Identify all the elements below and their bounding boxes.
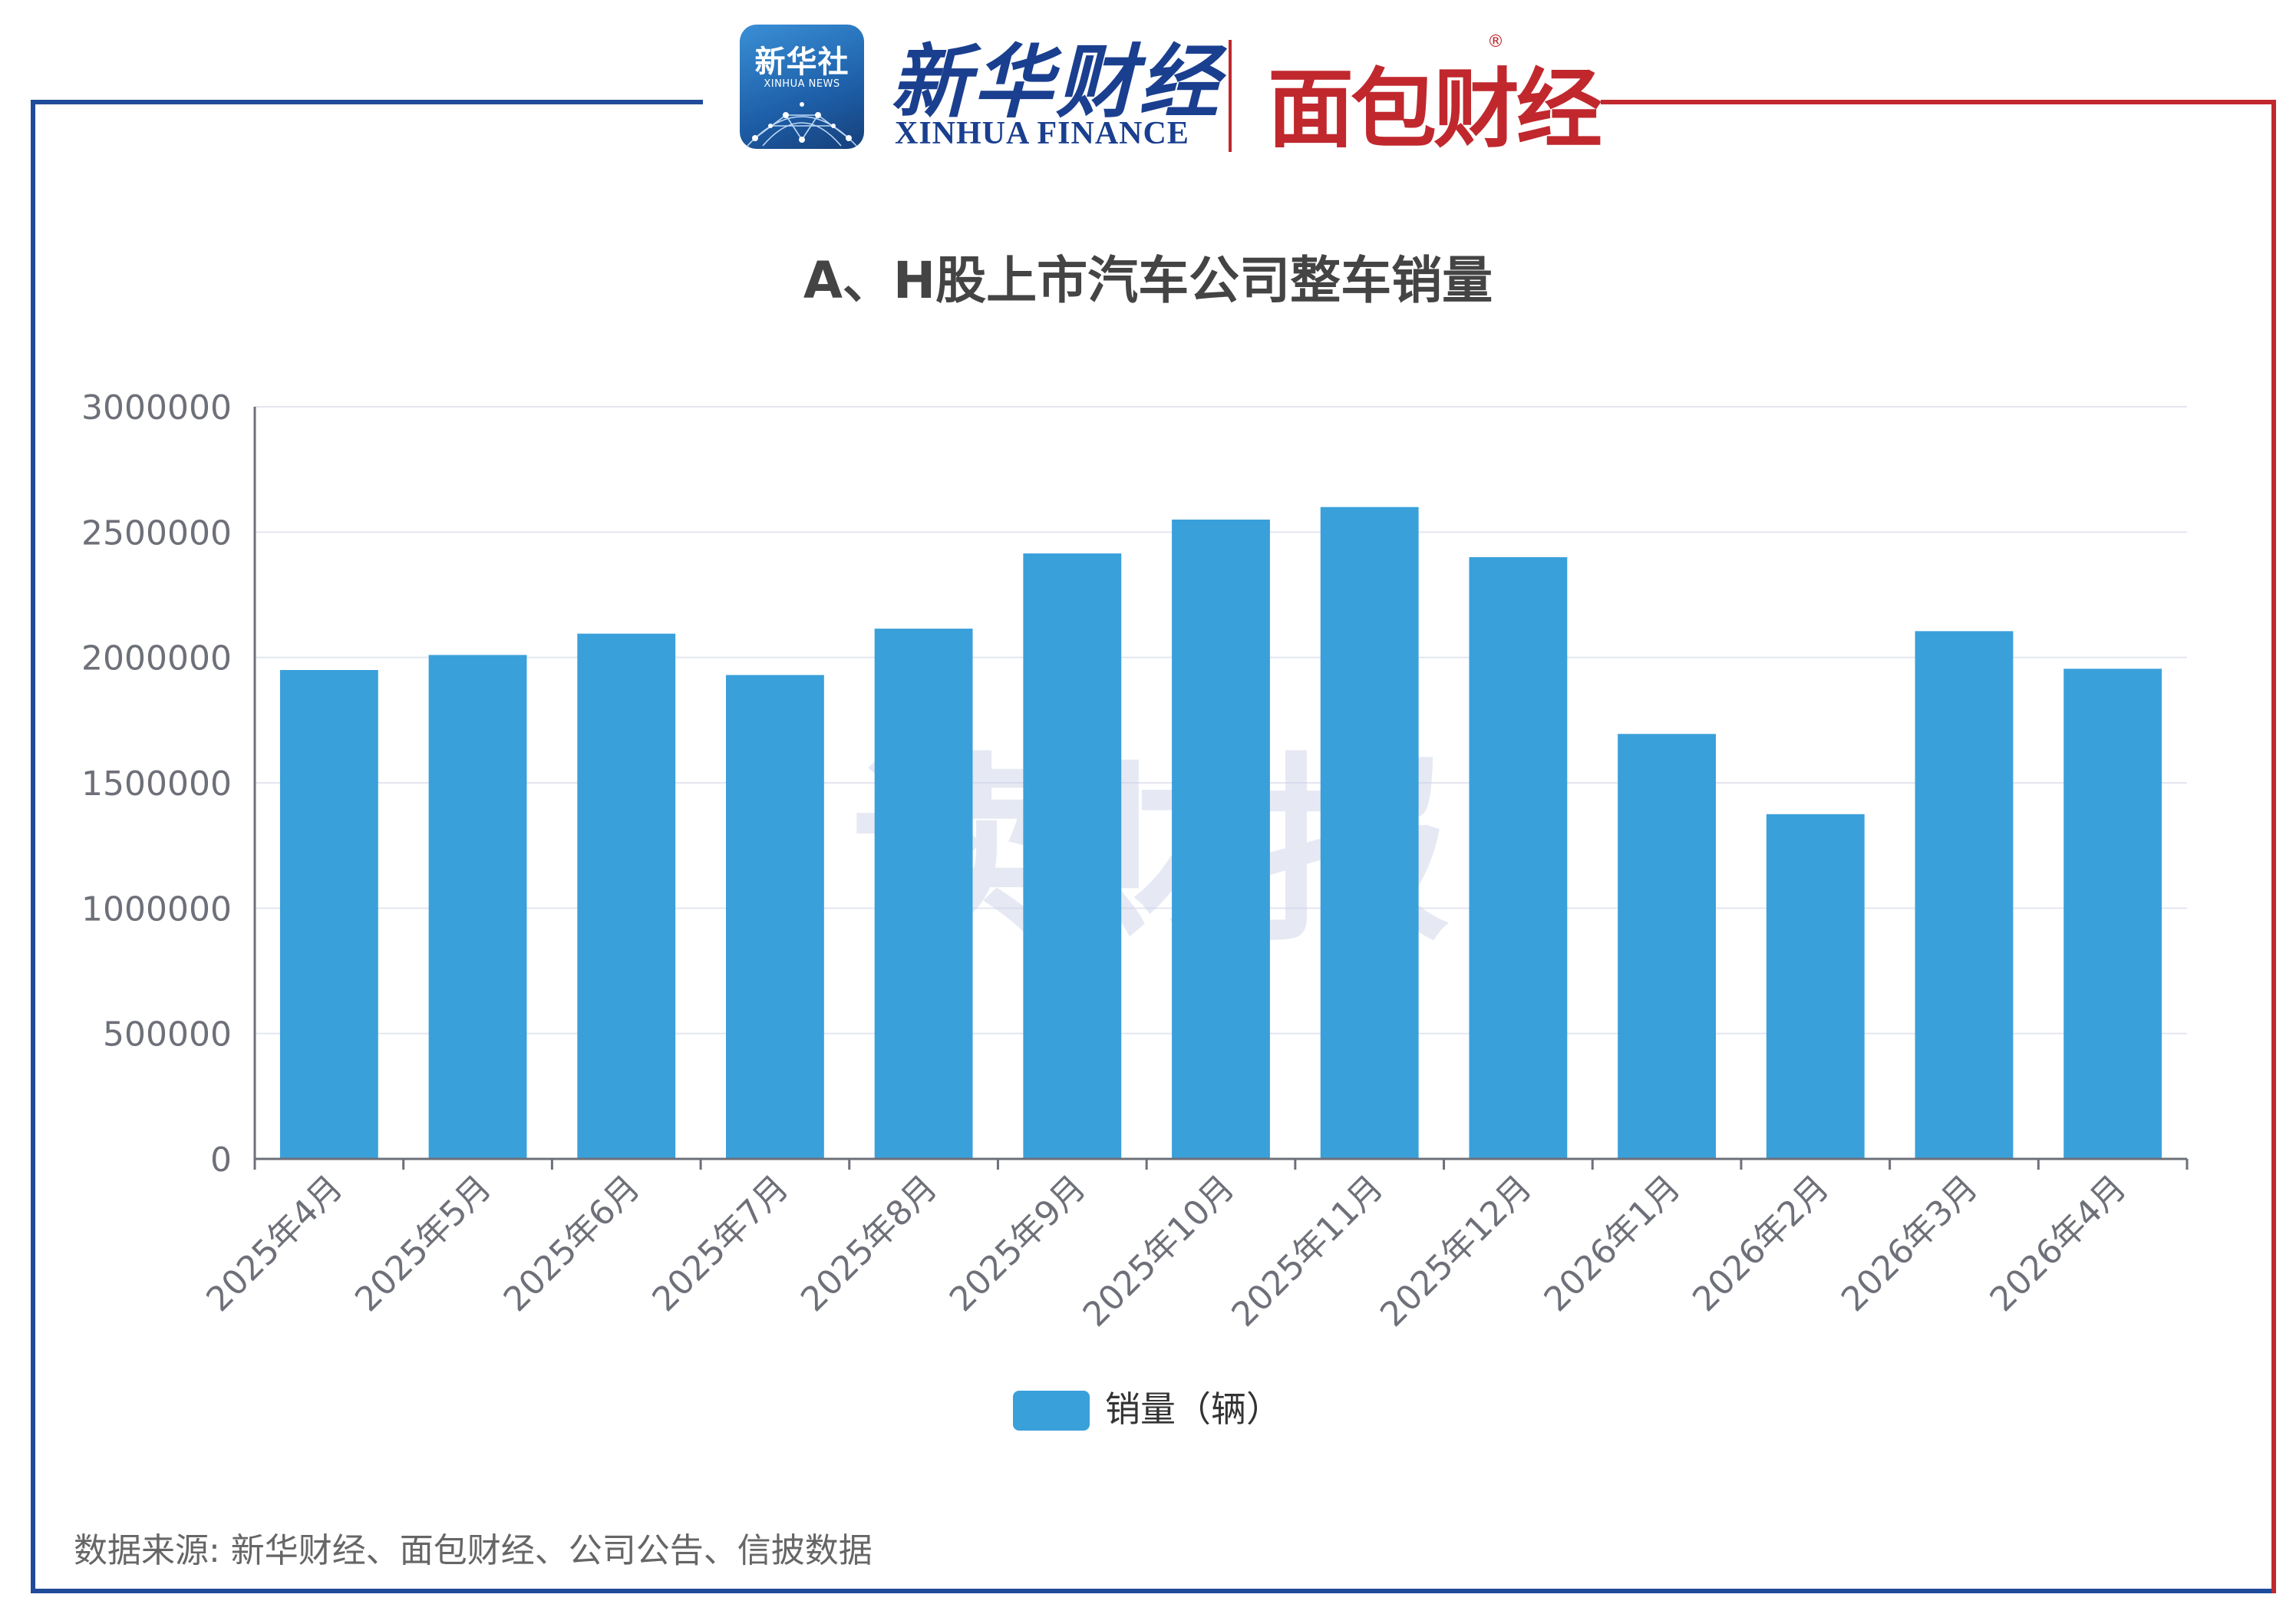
y-tick-label: 1500000 bbox=[81, 764, 232, 804]
bar-2025年7月[interactable] bbox=[726, 675, 824, 1159]
x-tick-label: 2025年4月 bbox=[199, 1168, 350, 1319]
frame-top-right-line bbox=[1601, 100, 2276, 104]
chart-title: A、H股上市汽车公司整车销量 bbox=[803, 251, 1493, 310]
y-tick-label: 3000000 bbox=[81, 388, 232, 427]
bar-2026年4月[interactable] bbox=[2063, 668, 2162, 1159]
frame-top-left-line bbox=[31, 100, 703, 104]
legend-label[interactable]: 销量（辆） bbox=[1105, 1388, 1282, 1430]
registered-mark: ® bbox=[1487, 32, 1504, 51]
x-tick-label: 2025年6月 bbox=[496, 1168, 648, 1319]
x-tick-label: 2025年8月 bbox=[793, 1168, 945, 1319]
frame-left-line bbox=[31, 100, 35, 1593]
frame-right-line bbox=[2271, 100, 2276, 1593]
bar-2026年1月[interactable] bbox=[1618, 734, 1716, 1159]
bar-2025年11月[interactable] bbox=[1320, 507, 1419, 1159]
bar-2025年12月[interactable] bbox=[1469, 557, 1568, 1159]
x-tick-label: 2026年1月 bbox=[1537, 1168, 1688, 1319]
bar-2025年10月[interactable] bbox=[1172, 520, 1270, 1159]
bar-2025年6月[interactable] bbox=[577, 633, 676, 1159]
x-tick-label: 2026年3月 bbox=[1834, 1168, 1985, 1319]
source-note: 数据来源: 新华财经、面包财经、公司公告、信披数据 bbox=[74, 1531, 873, 1570]
mianbao-finance-logo: 面包财经 bbox=[1268, 60, 1602, 160]
legend[interactable]: 销量（辆） bbox=[1013, 1388, 1282, 1431]
brand-divider bbox=[1229, 40, 1232, 152]
legend-swatch[interactable] bbox=[1013, 1391, 1090, 1431]
x-tick-label: 2025年9月 bbox=[942, 1168, 1094, 1319]
xinhua-badge-text: 新华社 bbox=[754, 45, 849, 80]
network-globe-icon bbox=[747, 102, 857, 147]
bar-2025年4月[interactable] bbox=[279, 670, 378, 1159]
frame-bottom-line bbox=[31, 1589, 2271, 1593]
x-tick-labels: 2025年4月2025年5月2025年6月2025年7月2025年8月2025年… bbox=[199, 1168, 2134, 1335]
x-tick-label: 2026年2月 bbox=[1685, 1168, 1836, 1319]
x-tick-label: 2025年5月 bbox=[348, 1168, 499, 1319]
bar-2025年5月[interactable] bbox=[428, 655, 527, 1159]
x-tick-label: 2025年12月 bbox=[1373, 1168, 1539, 1335]
bar-2026年3月[interactable] bbox=[1915, 631, 2014, 1159]
y-tick-label: 0 bbox=[210, 1140, 232, 1180]
y-tick-labels: 0 500000 1000000 1500000 2000000 2500000 30000… bbox=[81, 388, 232, 1180]
xinhua-badge-en-text: XINHUA NEWS bbox=[764, 78, 840, 90]
y-tick-label: 1000000 bbox=[81, 890, 232, 929]
bar-2025年9月[interactable] bbox=[1023, 553, 1122, 1159]
y-tick-label: 500000 bbox=[103, 1015, 232, 1055]
xinhua-finance-logo-en: XINHUA FINANCE bbox=[895, 116, 1189, 151]
axes bbox=[253, 407, 2189, 1170]
x-tick-label: 2026年4月 bbox=[1983, 1168, 2134, 1319]
xinhua-news-logo: 新华社 XINHUA NEWS bbox=[740, 25, 864, 149]
bar-2026年2月[interactable] bbox=[1766, 814, 1865, 1159]
y-tick-label: 2000000 bbox=[81, 639, 232, 678]
y-tick-label: 2500000 bbox=[81, 513, 232, 553]
bar-2025年8月[interactable] bbox=[874, 629, 973, 1159]
x-tick-label: 2025年7月 bbox=[645, 1168, 796, 1319]
bars bbox=[279, 507, 2162, 1159]
x-tick-label: 2025年11月 bbox=[1224, 1168, 1390, 1335]
x-tick-label: 2025年10月 bbox=[1076, 1168, 1242, 1335]
